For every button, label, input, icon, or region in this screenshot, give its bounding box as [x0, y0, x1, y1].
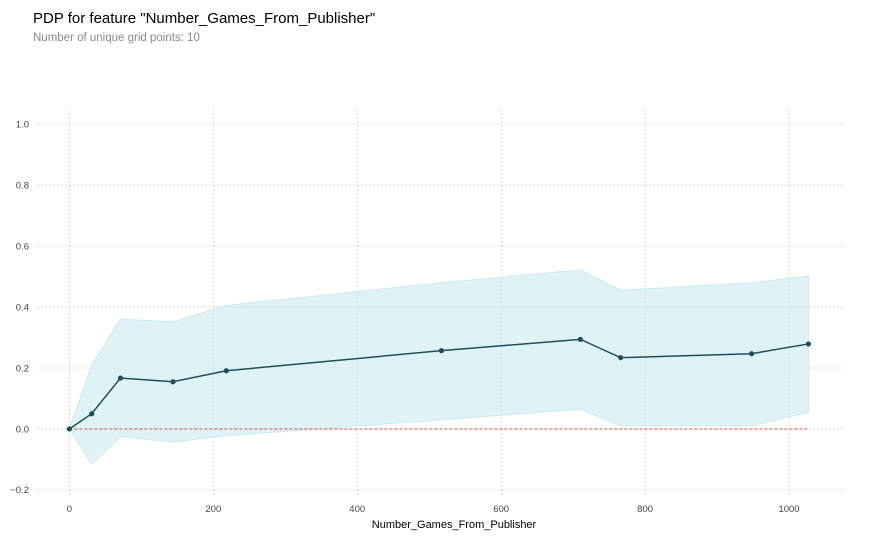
chart-title: PDP for feature "Number_Games_From_Publi…: [33, 10, 376, 27]
data-point: [66, 426, 72, 432]
x-tick-label: 600: [493, 504, 509, 515]
y-tick-label: 0.2: [16, 363, 29, 374]
y-tick-label: 1.0: [16, 120, 29, 131]
y-tick-label: 0.6: [16, 241, 29, 252]
x-tick-label: 800: [637, 504, 653, 515]
y-tick-label: 0.8: [16, 180, 29, 191]
data-point: [438, 348, 445, 354]
data-point: [805, 341, 812, 347]
y-tick-label: −0.2: [10, 485, 29, 496]
marker-layer: [66, 336, 812, 432]
chart-subtitle: Number of unique grid points: 10: [33, 32, 200, 44]
x-axis-label: Number_Games_From_Publisher: [372, 519, 537, 531]
x-tick-label: 1000: [778, 504, 799, 515]
x-tick-label: 200: [205, 504, 221, 515]
data-point: [577, 336, 583, 342]
y-tick-label: 0.4: [16, 302, 29, 313]
data-point: [749, 351, 755, 357]
data-point: [223, 368, 229, 374]
data-point: [117, 375, 124, 381]
data-point: [89, 411, 95, 417]
y-tick-label: 0.0: [16, 424, 29, 435]
tick-label-layer: −0.2 0.0 0.2 0.4 0.6 0.8 1.0 0 200 400 600 800 1000: [10, 120, 799, 515]
x-tick-label: 400: [349, 504, 365, 515]
data-point: [618, 355, 624, 361]
confidence-band: [68, 269, 809, 465]
x-tick-label: 0: [67, 504, 72, 515]
line-layer: [68, 338, 809, 430]
pdp-line: [68, 338, 809, 430]
confidence-band-layer: [68, 269, 809, 465]
data-point: [170, 379, 176, 385]
